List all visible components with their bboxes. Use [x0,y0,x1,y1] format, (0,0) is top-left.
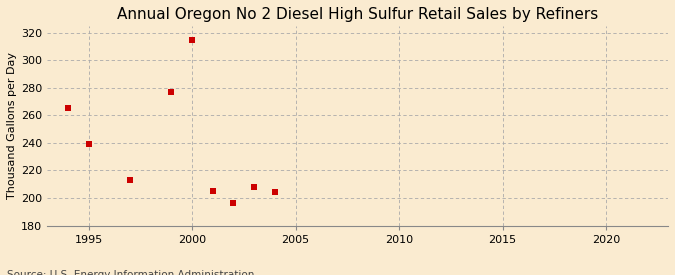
Point [125,178,136,182]
Point [63,106,74,111]
Point [269,190,280,195]
Point [249,185,260,189]
Title: Annual Oregon No 2 Diesel High Sulfur Retail Sales by Refiners: Annual Oregon No 2 Diesel High Sulfur Re… [117,7,598,22]
Point [228,201,239,206]
Y-axis label: Thousand Gallons per Day: Thousand Gallons per Day [7,52,17,199]
Point [187,37,198,42]
Point [166,90,177,94]
Text: Source: U.S. Energy Information Administration: Source: U.S. Energy Information Administ… [7,271,254,275]
Point [207,189,218,193]
Point [83,142,94,147]
